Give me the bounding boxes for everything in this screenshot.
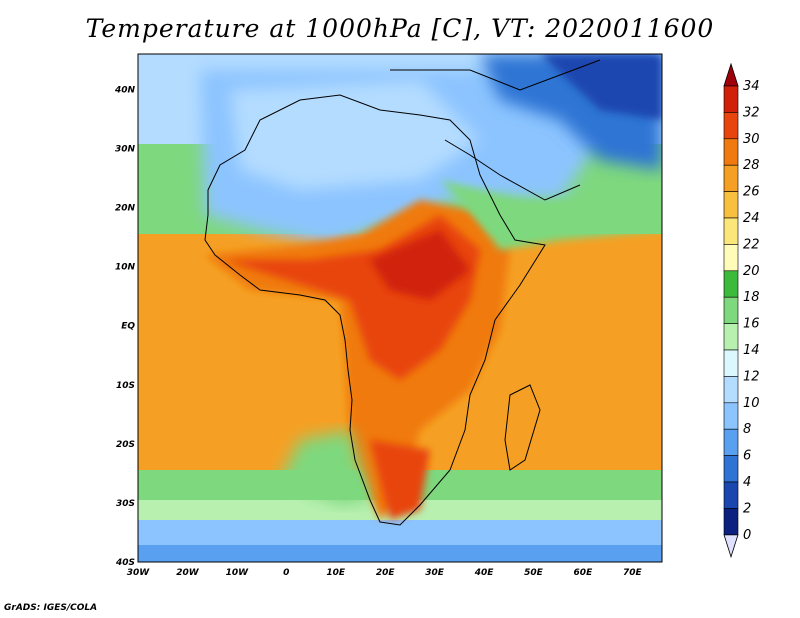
lon-tick-label: 70E <box>623 568 643 578</box>
lon-tick-label: 50E <box>524 568 544 578</box>
lat-tick-label: 10N <box>115 263 136 273</box>
coastline <box>204 59 601 526</box>
colorbar-swatch <box>723 455 739 483</box>
map-border <box>137 53 663 563</box>
colorbar-label: 14 <box>743 343 760 358</box>
colorbar-swatch <box>723 323 739 351</box>
colorbar-swatch <box>723 112 739 140</box>
colorbar-swatch <box>723 508 739 536</box>
lon-tick-label: 30W <box>127 568 151 578</box>
lon-tick-label: 40E <box>474 568 495 578</box>
lon-tick-label: 60E <box>574 568 594 578</box>
colorbar-swatch <box>723 349 739 377</box>
colorbar-swatch <box>723 402 739 430</box>
latitude-axis: 40N 30N 20N 10N EQ 10S 20S 30S 40S <box>114 85 136 568</box>
colorbar-min-arrow <box>723 534 739 559</box>
colorbar-label: 10 <box>743 396 760 411</box>
lat-tick-label: EQ <box>121 322 135 332</box>
lon-tick-label: 10W <box>226 568 250 578</box>
colorbar-swatch <box>723 138 739 166</box>
longitude-axis: 30W 20W 10W 0 10E 20E 30E 40E 50E 60E 70E <box>127 568 643 578</box>
colorbar-label: 24 <box>743 211 760 226</box>
colorbar-swatch <box>723 191 739 219</box>
colorbar-label: 22 <box>743 237 760 252</box>
colorbar-label: 20 <box>743 264 760 279</box>
lon-tick-label: 20W <box>176 568 200 578</box>
grads-credit: GrADS: IGES/COLA <box>4 603 98 613</box>
colorbar-max-arrow <box>723 62 739 87</box>
colorbar-label: 30 <box>743 132 760 147</box>
lon-tick-label: 20E <box>376 568 396 578</box>
lon-tick-label: 10E <box>326 568 346 578</box>
lon-tick-label: 30E <box>425 568 445 578</box>
lat-tick-label: 40S <box>115 558 135 568</box>
colorbar-label: 28 <box>743 158 760 173</box>
colorbar-label: 12 <box>743 369 760 384</box>
lat-tick-label: 30N <box>115 145 136 155</box>
colorbar-swatch <box>723 85 739 113</box>
colorbar-label: 16 <box>743 317 760 332</box>
colorbar-swatch <box>723 244 739 272</box>
colorbar-label: 18 <box>743 290 760 305</box>
colorbar-label: 26 <box>743 185 760 200</box>
colorbar-label: 0 <box>743 528 751 543</box>
lat-tick-label: 40N <box>114 85 136 95</box>
colorbar-swatch <box>723 296 739 324</box>
colorbar-swatch <box>723 428 739 456</box>
lat-tick-label: 20S <box>116 440 135 450</box>
colorbar-label: 2 <box>743 501 751 516</box>
colorbar-swatch <box>723 270 739 298</box>
colorbar-label: 8 <box>743 422 751 437</box>
lat-tick-label: 10S <box>116 381 135 391</box>
colorbar-swatch <box>723 164 739 192</box>
colorbar-swatch <box>723 481 739 509</box>
colorbar-label: 32 <box>743 105 760 120</box>
lat-tick-label: 20N <box>115 204 136 214</box>
colorbar-label: 34 <box>743 79 760 94</box>
colorbar-swatch <box>723 217 739 245</box>
lat-tick-label: 30S <box>116 499 135 509</box>
lon-tick-label: 0 <box>283 568 289 578</box>
map-title: Temperature at 1000hPa [C], VT: 20200116… <box>85 14 715 43</box>
colorbar-label: 6 <box>743 449 751 464</box>
colorbar-label: 4 <box>743 475 751 490</box>
colorbar-swatch <box>723 376 739 404</box>
